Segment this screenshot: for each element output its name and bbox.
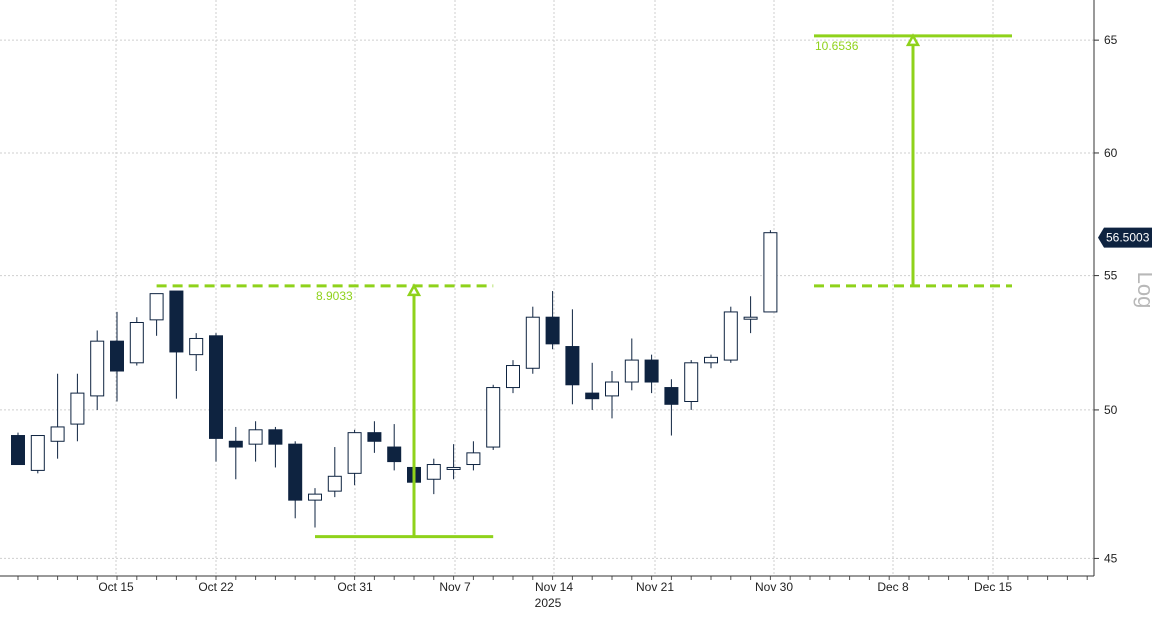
candle-up <box>70 392 85 425</box>
candle-down <box>545 316 560 345</box>
candle-up <box>446 466 461 470</box>
x-axis-year-label: 2025 <box>535 596 562 610</box>
x-tick-label: Oct 15 <box>98 580 134 594</box>
last-price-tag-bg <box>1098 227 1152 248</box>
candle-down <box>585 392 600 400</box>
candle-down <box>169 290 184 353</box>
candle-up <box>743 316 758 320</box>
x-tick-label: Nov 7 <box>439 580 471 594</box>
candle-up <box>327 475 342 492</box>
candle-up <box>50 426 65 442</box>
candle-down <box>11 435 25 466</box>
x-tick-label: Dec 8 <box>877 580 909 594</box>
y-tick-label: 55 <box>1104 269 1118 283</box>
y-tick-label: 60 <box>1104 146 1118 160</box>
candle-up <box>466 452 481 466</box>
candle-up <box>624 359 639 383</box>
candle-down <box>387 446 402 463</box>
candle-up <box>129 321 144 364</box>
candle-up <box>723 311 738 361</box>
annotation-measure-label: 10.6536 <box>815 39 859 53</box>
last-price-tag-label: 56.5003 <box>1106 231 1150 245</box>
y-tick-label: 50 <box>1104 403 1118 417</box>
y-tick-label: 45 <box>1104 551 1118 565</box>
y-tick-label: 65 <box>1104 33 1118 47</box>
candle-down <box>209 335 223 439</box>
log-scale-label: Log <box>1133 272 1152 309</box>
x-tick-label: Oct 31 <box>337 580 373 594</box>
candle-down <box>228 440 243 448</box>
x-tick-label: Dec 15 <box>974 580 1012 594</box>
annotation-measure-label: 8.9033 <box>316 289 353 303</box>
candle-up <box>308 493 322 501</box>
x-tick-label: Nov 21 <box>636 580 674 594</box>
candle-up <box>605 381 619 397</box>
annotation-arrow-head <box>905 33 921 47</box>
annotation-arrow-head <box>406 283 422 297</box>
candle-up <box>763 232 778 313</box>
candle-up <box>684 362 699 402</box>
grid-lines <box>0 0 1094 576</box>
candle-up <box>90 340 105 397</box>
candle-up <box>149 293 164 321</box>
candles <box>11 230 778 528</box>
candle-down <box>110 340 124 372</box>
candle-down <box>288 443 303 501</box>
candle-up <box>704 356 718 364</box>
candle-up <box>189 337 204 356</box>
candle-up <box>486 387 501 448</box>
candle-down <box>644 359 659 383</box>
candle-up <box>426 464 441 480</box>
last-price-tag: 56.5003 <box>1098 227 1152 248</box>
x-tick-label: Nov 14 <box>535 580 573 594</box>
candle-down <box>367 432 382 442</box>
candle-up <box>506 365 520 389</box>
x-tick-label: Nov 30 <box>755 580 793 594</box>
x-tick-label: Oct 22 <box>198 580 234 594</box>
candle-down <box>268 429 283 445</box>
candle-up <box>525 316 540 369</box>
candle-up <box>248 429 263 445</box>
candle-down <box>565 346 580 386</box>
annotations: 8.9033 10.6536 <box>156 33 1012 539</box>
candle-up <box>30 435 45 471</box>
candle-down <box>664 387 679 405</box>
axes: 45 50 55 60 65 Oct 15 Oct 22 Oct 31 Nov 7 Nov 14 N… <box>0 0 1152 594</box>
candle-up <box>347 432 362 474</box>
